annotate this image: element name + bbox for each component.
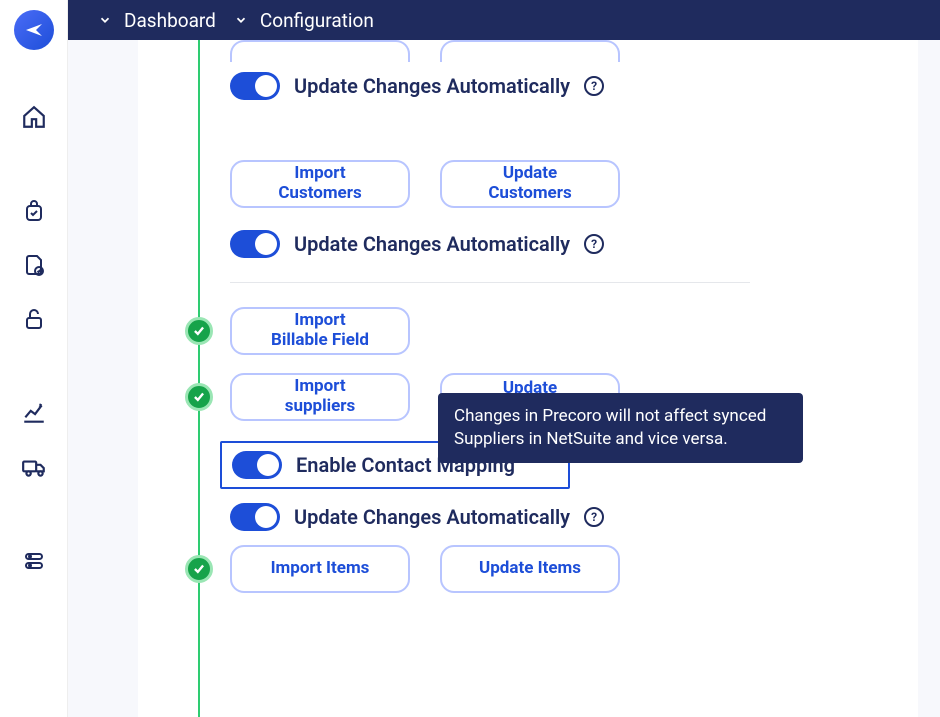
- tooltip-text: Changes in Precoro will not affect synce…: [454, 406, 766, 449]
- doc-check-icon[interactable]: [21, 252, 47, 278]
- sidebar: [0, 0, 68, 717]
- tooltip: Changes in Precoro will not affect synce…: [438, 393, 803, 463]
- import-suppliers-button[interactable]: Import suppliers: [230, 373, 410, 421]
- app-logo[interactable]: [14, 10, 54, 50]
- toggle-label: Update Changes Automatically: [294, 232, 570, 256]
- update-items-button[interactable]: Update Items: [440, 545, 620, 593]
- step-check-icon: [185, 383, 213, 411]
- toggle-update-auto[interactable]: [230, 72, 280, 100]
- help-icon[interactable]: ?: [584, 507, 604, 527]
- chart-icon[interactable]: [21, 400, 47, 426]
- unlock-icon[interactable]: [21, 306, 47, 332]
- toggle-update-auto-suppliers[interactable]: [230, 503, 280, 531]
- toggle-label: Update Changes Automatically: [294, 74, 570, 98]
- content-panel: Update Changes Automatically ? Import Cu…: [138, 40, 918, 717]
- import-customers-button[interactable]: Import Customers: [230, 160, 410, 208]
- help-icon[interactable]: ?: [584, 76, 604, 96]
- help-icon[interactable]: ?: [584, 234, 604, 254]
- toggle-update-auto-customers[interactable]: [230, 230, 280, 258]
- home-icon[interactable]: [21, 104, 47, 130]
- chevron-down-icon[interactable]: [234, 13, 248, 27]
- truck-icon[interactable]: [21, 454, 47, 480]
- breadcrumb-configuration[interactable]: Configuration: [260, 9, 374, 32]
- divider: [230, 282, 750, 283]
- import-items-button[interactable]: Import Items: [230, 545, 410, 593]
- topbar: Dashboard Configuration: [68, 0, 940, 40]
- chevron-down-icon[interactable]: [98, 13, 112, 27]
- bag-check-icon[interactable]: [21, 198, 47, 224]
- breadcrumb-dashboard[interactable]: Dashboard: [124, 9, 216, 32]
- update-customers-button[interactable]: Update Customers: [440, 160, 620, 208]
- main-area: Update Changes Automatically ? Import Cu…: [68, 40, 940, 717]
- step-check-icon: [185, 317, 213, 345]
- toggle-label: Update Changes Automatically: [294, 505, 570, 529]
- servers-icon[interactable]: [21, 548, 47, 574]
- toggle-contact-mapping[interactable]: [232, 451, 282, 479]
- peek-button[interactable]: [230, 40, 410, 62]
- step-check-icon: [185, 555, 213, 583]
- peek-button[interactable]: [440, 40, 620, 62]
- import-billable-button[interactable]: Import Billable Field: [230, 307, 410, 355]
